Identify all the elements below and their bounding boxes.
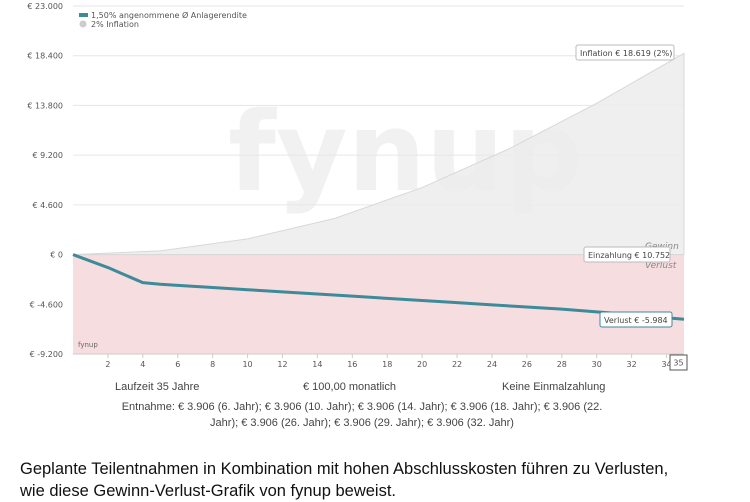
x-tick-label: 20 (417, 360, 427, 369)
legend-swatch-inflation (79, 20, 87, 28)
withdrawal-schedule: Entnahme: € 3.906 (6. Jahr); € 3.906 (10… (112, 399, 612, 431)
areas (72, 52, 685, 354)
flag-verlust: Verlust € -5.984 (599, 311, 673, 328)
flag-einzahlung-text: Einzahlung € 10.752 (588, 251, 670, 260)
y-tick-label: € 9.200 (32, 151, 63, 160)
y-tick-label: € 18.400 (27, 52, 63, 61)
x-end-badge-text: 35 (673, 359, 683, 368)
x-tick-label: 14 (312, 360, 322, 369)
x-tick-label: 6 (175, 360, 180, 369)
article-caption: Geplante Teilentnahmen in Kombination mi… (20, 458, 740, 502)
legend-label-inflation[interactable]: 2% Inflation (91, 20, 139, 29)
x-tick-label: 22 (452, 360, 462, 369)
brand-small-label: fynup (78, 341, 98, 349)
series-line-rendite (72, 253, 685, 321)
y-tick-label: € 13.800 (27, 101, 63, 110)
series-lines (72, 253, 685, 321)
x-tick-label: 30 (592, 360, 602, 369)
flag-inflation: Inflation € 18.619 (2%) (575, 44, 675, 61)
x-tick-label: 16 (347, 360, 357, 369)
zone-label-loss: Verlust (645, 261, 677, 271)
info-laufzeit: Laufzeit 35 Jahre (115, 381, 200, 393)
x-tick-label: 4 (140, 360, 145, 369)
flag-einzahlung: Einzahlung € 10.752 (583, 246, 671, 263)
y-tick-label: € -9.200 (30, 350, 63, 359)
caption-line-2: wie diese Gewinn-Verlust-Grafik von fynu… (20, 482, 397, 500)
x-tick-label: 26 (522, 360, 532, 369)
x-axis: 2 4 6 8 10 12 14 16 18 20 22 24 26 28 30 32 34 (73, 353, 684, 369)
legend-swatch-rendite (79, 13, 88, 17)
gain-loss-chart: fynup € 23.000 € 18.400 € 13.800 € 9.200 € 4… (27, 2, 688, 371)
inflation-area (72, 52, 685, 256)
legend-label-rendite[interactable]: 1,50% angenommene Ø Anlagerendite (91, 10, 247, 20)
withdrawal-line-2: Jahr); € 3.906 (26. Jahr); € 3.906 (29. … (210, 417, 514, 429)
x-tick-label: 2 (105, 360, 110, 369)
loss-zone (73, 254, 684, 354)
info-einmalzahlung: Keine Einmalzahlung (502, 381, 606, 393)
x-tick-label: 8 (210, 360, 215, 369)
x-tick-label: 12 (277, 360, 287, 369)
y-tick-label: € 0 (50, 251, 63, 260)
y-tick-label: € 4.600 (32, 201, 63, 210)
info-monatlich: € 100,00 monatlich (303, 381, 396, 393)
x-end-badge: 35 (669, 354, 688, 371)
caption-line-1: Geplante Teilentnahmen in Kombination mi… (20, 460, 669, 478)
legend: 1,50% angenommene Ø Anlagerendite 2% Inf… (79, 10, 247, 29)
x-tick-label: 24 (487, 360, 497, 369)
x-tick-label: 18 (382, 360, 392, 369)
withdrawal-line-1: Entnahme: € 3.906 (6. Jahr); € 3.906 (10… (121, 401, 603, 413)
y-tick-label: € -4.600 (30, 300, 63, 309)
x-tick-label: 10 (242, 360, 252, 369)
y-tick-label: € 23.000 (27, 2, 63, 11)
x-tick-label: 32 (627, 360, 637, 369)
x-tick-label: 28 (557, 360, 567, 369)
flag-verlust-text: Verlust € -5.984 (604, 316, 668, 325)
flag-inflation-text: Inflation € 18.619 (2%) (580, 49, 672, 58)
y-axis: € 23.000 € 18.400 € 13.800 € 9.200 € 4.600 € … (27, 2, 63, 359)
x-tick-label: 34 (661, 360, 671, 369)
